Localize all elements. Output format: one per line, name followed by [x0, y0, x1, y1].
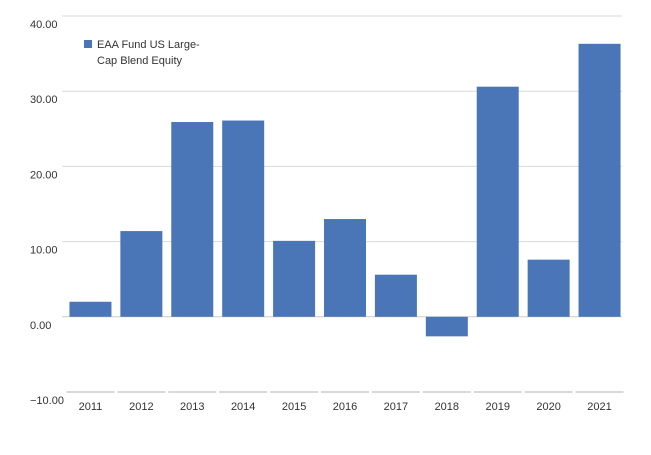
bar-2021 — [578, 43, 621, 317]
x-tick-label: 2021 — [587, 401, 611, 413]
bar-2012 — [120, 231, 163, 317]
legend-label-line-1: EAA Fund US Large- — [97, 39, 200, 51]
bar-2019 — [476, 86, 519, 317]
y-tick-label: 30.00 — [30, 94, 58, 106]
y-tick-label: 40.00 — [30, 19, 58, 31]
y-tick-label: 0.00 — [30, 320, 51, 332]
x-tick-label: 2011 — [79, 401, 103, 413]
x-tick-label: 2018 — [435, 401, 459, 413]
legend-swatch — [84, 40, 92, 48]
x-tick-label: 2012 — [129, 401, 153, 413]
bar-2020 — [527, 259, 570, 317]
bar-2016 — [324, 219, 366, 317]
bar-2013 — [171, 122, 214, 317]
x-tick-label: 2017 — [384, 401, 408, 413]
y-axis: 40.00 30.00 20.00 10.00 0.00 −10.00 — [30, 19, 64, 407]
x-tick-label: 2016 — [333, 401, 357, 413]
legend-label-line-2: Cap Blend Equity — [97, 55, 182, 67]
bar-2014 — [222, 120, 265, 317]
y-tick-label: −10.00 — [30, 395, 64, 407]
x-tick-label: 2020 — [536, 401, 560, 413]
bar-2011 — [69, 301, 112, 317]
legend: EAA Fund US Large- Cap Blend Equity — [84, 39, 200, 67]
x-tick-label: 2014 — [231, 401, 255, 413]
y-tick-label: 20.00 — [30, 169, 58, 181]
bar-2017 — [374, 274, 417, 317]
x-tick-label: 2015 — [282, 401, 306, 413]
x-tick-label: 2013 — [180, 401, 204, 413]
x-axis: 2011 2012 2013 2014 2015 2016 2017 2018 2019 2020… — [66, 391, 624, 413]
bars — [69, 43, 621, 337]
bar-2018 — [425, 316, 468, 337]
bar-2015 — [273, 240, 316, 317]
x-tick-label: 2019 — [485, 401, 509, 413]
y-tick-label: 10.00 — [30, 245, 58, 257]
